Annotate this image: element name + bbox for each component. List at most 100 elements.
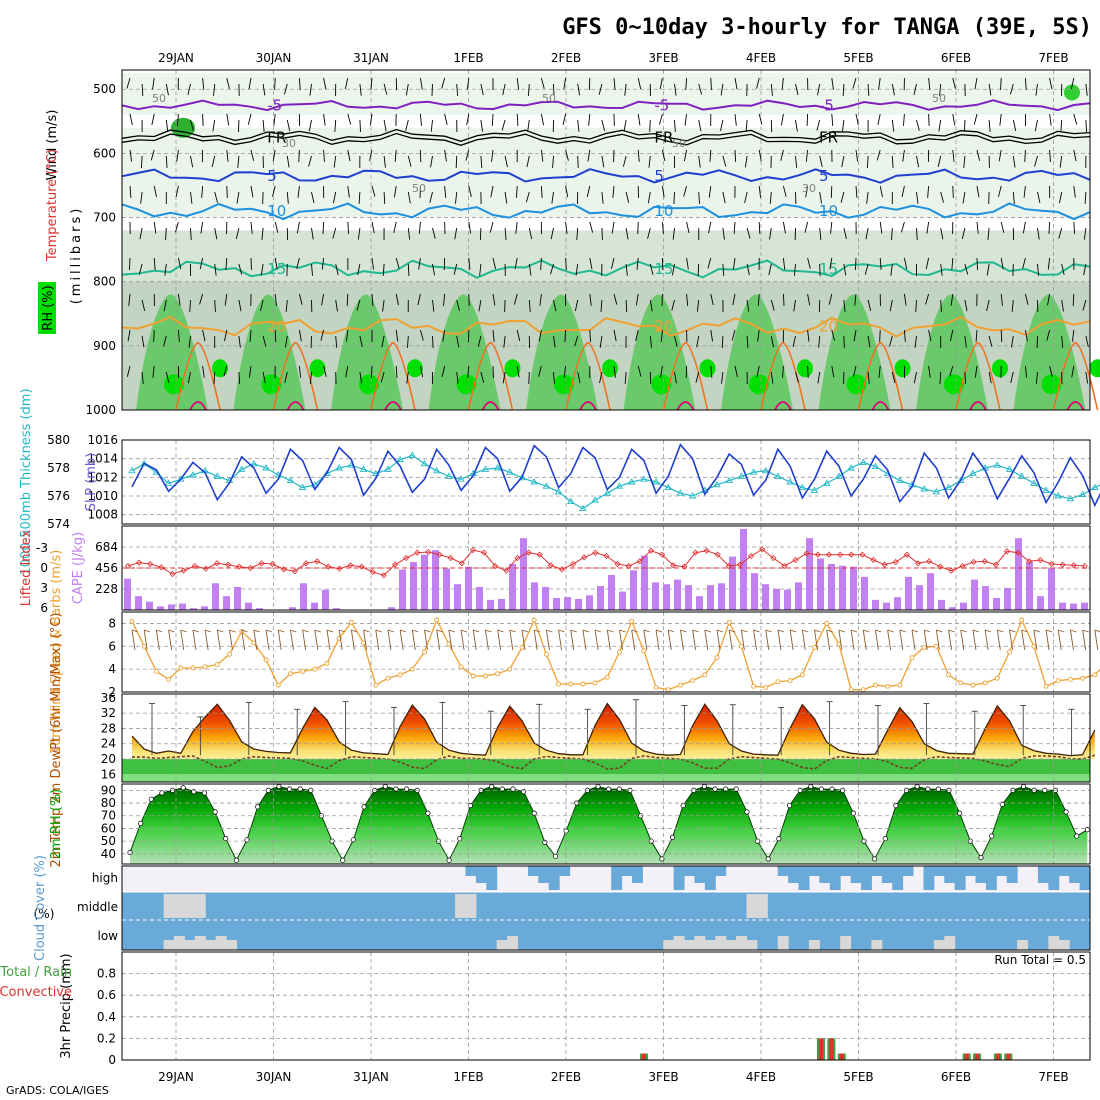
- wind-barb: [794, 263, 796, 276]
- wind-barb: [480, 155, 483, 168]
- hot-contour: [969, 401, 987, 411]
- wind-barb: [867, 299, 872, 311]
- wind-barb: [370, 365, 373, 378]
- wind-barb: [683, 149, 688, 162]
- hot-contour: [676, 401, 695, 411]
- li-tick: -3: [36, 541, 48, 555]
- temp-tick: 32: [101, 706, 116, 720]
- wind-barb: [988, 335, 993, 347]
- wind-barb: [272, 185, 276, 197]
- cape-bar: [476, 586, 483, 610]
- li-point: [926, 558, 933, 565]
- wind-point: [946, 672, 952, 678]
- label-rh: RH (%): [41, 285, 56, 330]
- rh-point: [425, 810, 431, 816]
- cape-bar: [938, 599, 945, 610]
- wind-barb: [707, 257, 712, 269]
- wind-barb: [831, 365, 835, 378]
- thickness-point: [262, 464, 270, 471]
- wind-barb: [492, 293, 496, 306]
- wind-barb: [432, 227, 436, 239]
- wind-barb-10m: [643, 629, 648, 651]
- li-point: [992, 561, 999, 568]
- saturated-core: [699, 359, 716, 378]
- hot-contour: [286, 401, 305, 411]
- label-slp: SLP (mb): [84, 453, 99, 512]
- cape-bar: [179, 603, 186, 610]
- wind-point: [958, 680, 964, 686]
- rh-point: [180, 785, 186, 791]
- li-point: [614, 560, 621, 568]
- wind-barb: [274, 77, 276, 90]
- high-cloud-bar: [902, 866, 914, 876]
- wind-point: [1080, 675, 1086, 681]
- wind-barb-feather: [729, 629, 736, 633]
- precip-conv-bar: [995, 1053, 1000, 1060]
- thickness-point: [676, 489, 685, 496]
- wind-barb: [879, 257, 882, 270]
- wind-barb: [1012, 155, 1016, 168]
- wind-barb: [819, 227, 822, 240]
- wind-barb: [1011, 335, 1014, 348]
- wind-barb-10m: [192, 629, 197, 651]
- saturated-core: [1041, 374, 1062, 395]
- wind-barb: [141, 299, 146, 311]
- wind-barb: [902, 149, 905, 162]
- wind-barb: [734, 365, 738, 378]
- thickness-point: [457, 475, 465, 482]
- rh-point: [733, 786, 739, 792]
- wind-barb: [466, 113, 470, 126]
- wind-barb: [334, 119, 337, 132]
- hot-contour: [579, 401, 597, 411]
- wind-barb: [855, 185, 858, 198]
- upper-air-frame: [121, 69, 1091, 411]
- wind-barb-10m: [948, 629, 953, 651]
- wind-point: [482, 673, 488, 679]
- wind-barb-10m: [960, 629, 965, 651]
- hot-contour: [774, 401, 792, 411]
- wind-barb: [988, 371, 992, 384]
- rh-point: [989, 833, 995, 839]
- cape-bar: [850, 566, 857, 610]
- wind-barb-feather: [253, 629, 261, 633]
- cape-bar: [619, 591, 626, 610]
- wind-tick: 2: [108, 685, 116, 699]
- wind-barb: [1085, 335, 1089, 348]
- li-point: [414, 549, 421, 556]
- cape-bar: [817, 558, 824, 610]
- wind-barb-10m: [509, 629, 514, 651]
- wind-barb-feather: [948, 629, 955, 633]
- thickness-point: [1078, 490, 1087, 498]
- wind-barb: [297, 185, 300, 198]
- wind-barb: [949, 365, 954, 377]
- warm-contour: [467, 341, 514, 411]
- wind-barb: [623, 119, 627, 132]
- wind-barb: [696, 335, 700, 348]
- wind-barb-10m: [180, 629, 185, 651]
- wind-barb: [188, 335, 191, 348]
- thickness-point: [432, 466, 441, 474]
- wind-barb: [855, 113, 859, 126]
- wind-barb: [974, 77, 978, 90]
- low-cloud-gap: [840, 936, 852, 950]
- rh-point: [552, 853, 559, 859]
- wind-barb: [976, 221, 979, 234]
- wind-point: [1019, 617, 1025, 623]
- wind-barb: [213, 371, 216, 384]
- thickness-point: [822, 479, 831, 486]
- label-cloud-cover: Cloud Cover (%): [33, 855, 48, 961]
- wind-barb: [721, 371, 724, 384]
- wind-point: [690, 678, 696, 684]
- wind-barb: [976, 149, 981, 161]
- wind-barb: [274, 329, 277, 342]
- wind-barb: [274, 257, 278, 270]
- li-point: [592, 549, 599, 556]
- cape-bar: [168, 604, 175, 610]
- li-point: [403, 554, 410, 562]
- wind-barb: [417, 293, 421, 306]
- wind-barb-10m: [155, 629, 160, 651]
- wind-barb: [831, 329, 835, 341]
- wind-barb-10m: [484, 629, 489, 651]
- high-cloud-bar: [673, 866, 685, 890]
